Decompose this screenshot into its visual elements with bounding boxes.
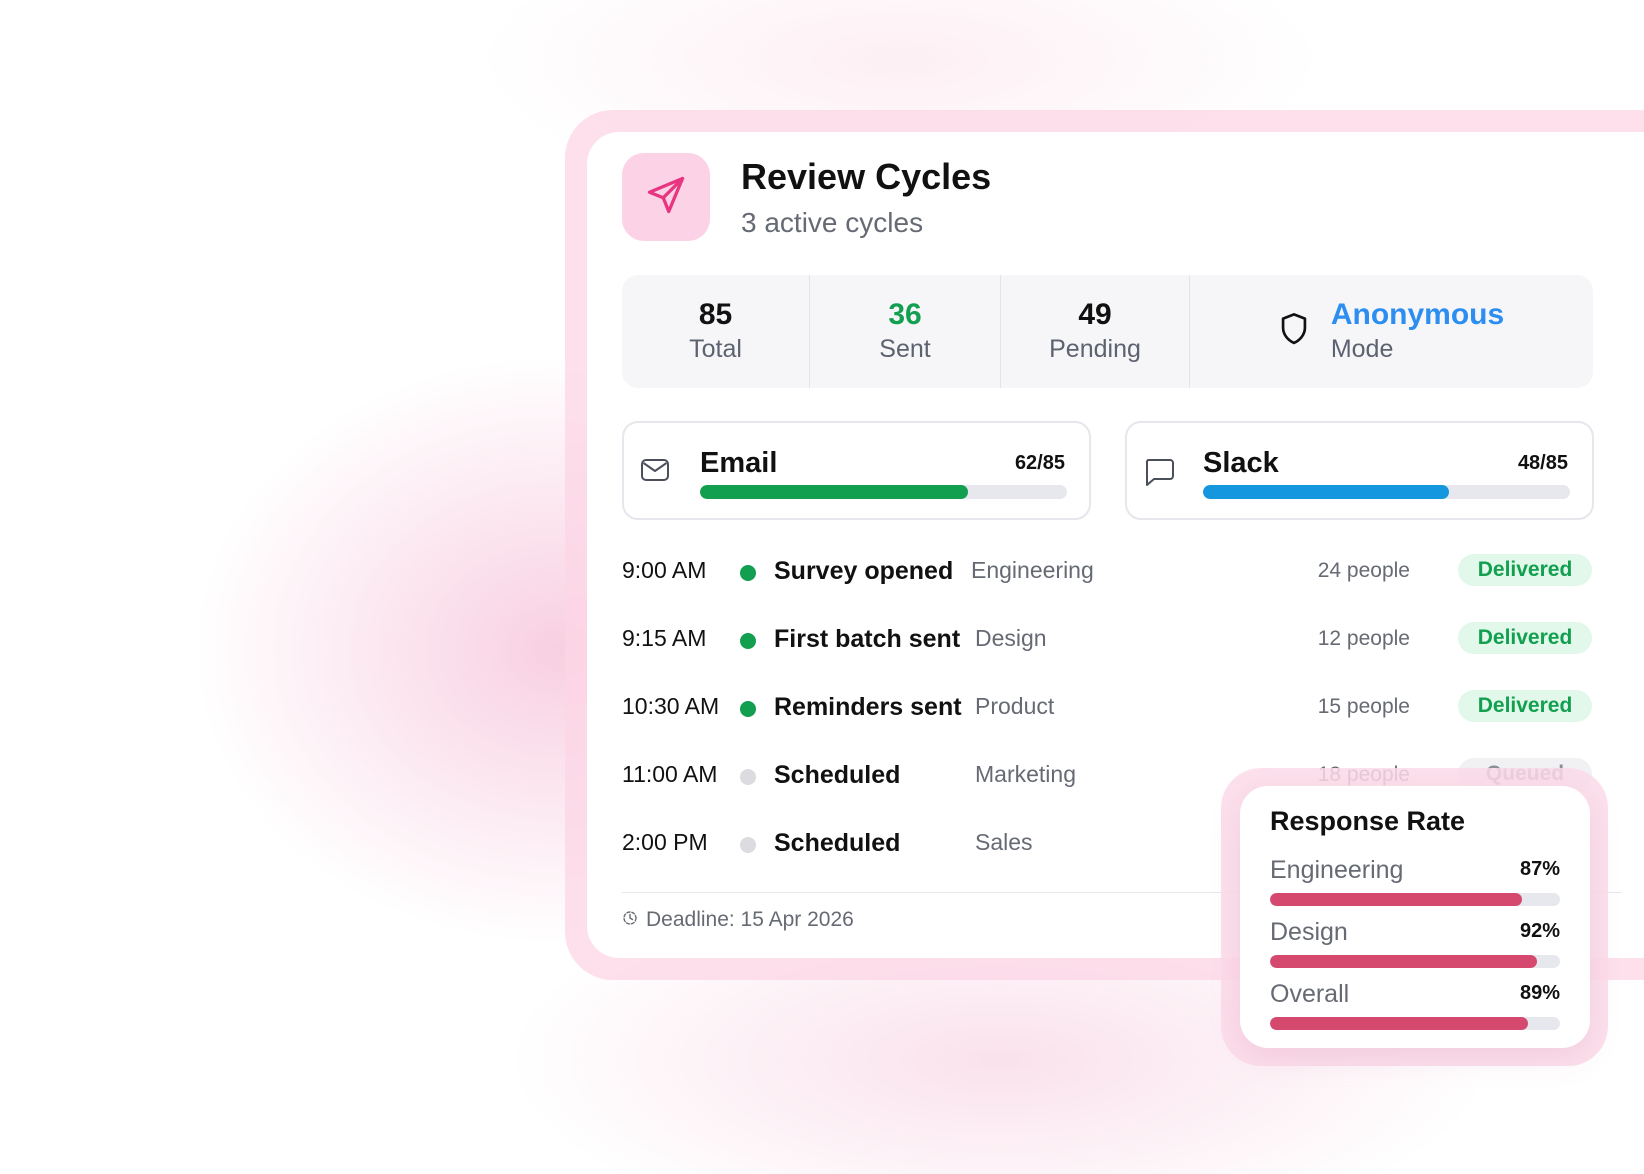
stat-sent-label: Sent — [879, 334, 931, 363]
timeline-event: Scheduled — [774, 761, 901, 789]
stat-mode-value: Anonymous — [1330, 297, 1505, 331]
stat-sent: 36 Sent — [810, 275, 1001, 388]
channel-email-name: Email — [700, 447, 778, 479]
response-rate-pct: 89% — [1519, 982, 1560, 1004]
status-dot — [740, 837, 756, 853]
stat-sent-value: 36 — [888, 297, 922, 331]
deadline: Deadline: 15 Apr 2026 — [622, 908, 854, 932]
timeline-row[interactable]: 9:15 AM First batch sent Design 12 peopl… — [622, 622, 1592, 662]
timeline-row[interactable]: 2:00 PM Scheduled Sales — [622, 826, 1592, 866]
stats-bar: 85 Total 36 Sent 49 Pending Anonymous Mo… — [622, 275, 1593, 388]
timeline-dept: Engineering — [971, 557, 1094, 583]
mail-icon — [640, 457, 670, 488]
status-badge: Delivered — [1458, 690, 1592, 722]
page-title: Review Cycles — [741, 156, 992, 197]
channel-slack-count: 48/85 — [1517, 452, 1568, 474]
timeline-event: Scheduled — [774, 829, 901, 857]
channel-slack[interactable]: Slack 48/85 — [1125, 421, 1594, 520]
stat-pending-label: Pending — [1049, 334, 1141, 363]
timeline-event: First batch sent — [774, 625, 961, 653]
channel-email-progress-fill — [700, 485, 968, 499]
stat-total: 85 Total — [622, 275, 810, 388]
response-rate-label: Design — [1270, 918, 1348, 946]
timeline-people: 15 people — [1317, 695, 1410, 718]
channel-slack-progress-fill — [1203, 485, 1449, 499]
timeline-time: 2:00 PM — [622, 829, 708, 855]
timeline-people: 24 people — [1317, 559, 1410, 582]
stat-mode[interactable]: Anonymous Mode — [1190, 275, 1593, 388]
channel-slack-progress — [1203, 485, 1570, 499]
timeline-event: Reminders sent — [774, 693, 962, 721]
response-rate-label: Engineering — [1270, 856, 1404, 884]
response-rate-card: Response Rate Engineering 87% Design 92%… — [1240, 786, 1590, 1048]
stat-pending: 49 Pending — [1001, 275, 1190, 388]
channel-email-count: 62/85 — [1014, 452, 1065, 474]
timeline-row[interactable]: 9:00 AM Survey opened Engineering 24 peo… — [622, 554, 1592, 594]
stat-total-value: 85 — [698, 297, 733, 331]
response-rate-title: Response Rate — [1270, 806, 1466, 836]
footer-divider — [622, 892, 1622, 893]
response-rate-label: Overall — [1270, 980, 1350, 1008]
header-icon-tile — [622, 153, 710, 241]
channel-slack-name: Slack — [1203, 447, 1279, 479]
chat-bubble-icon — [1143, 457, 1175, 492]
status-dot — [740, 633, 756, 649]
response-rate-bar — [1270, 1017, 1560, 1030]
response-rate-bar — [1270, 955, 1560, 968]
channel-email[interactable]: Email 62/85 — [622, 421, 1091, 520]
timeline-dept: Sales — [975, 829, 1033, 855]
timeline-people: 12 people — [1317, 627, 1410, 650]
response-rate-bar-fill — [1270, 955, 1537, 968]
timeline-dept: Marketing — [975, 761, 1076, 787]
timeline-event: Survey opened — [774, 557, 954, 585]
status-dot — [740, 769, 756, 785]
timeline-time: 9:15 AM — [622, 625, 707, 651]
deadline-text: Deadline: 15 Apr 2026 — [646, 908, 854, 931]
stat-pending-value: 49 — [1078, 297, 1112, 331]
stat-total-label: Total — [689, 334, 742, 363]
shield-icon — [1279, 312, 1309, 351]
status-dot — [740, 701, 756, 717]
clock-icon — [622, 908, 638, 932]
stat-mode-label: Mode — [1330, 334, 1394, 363]
timeline-time: 11:00 AM — [622, 761, 718, 787]
timeline-dept: Design — [975, 625, 1047, 651]
status-badge: Delivered — [1458, 622, 1592, 654]
timeline-time: 9:00 AM — [622, 557, 707, 583]
status-dot — [740, 565, 756, 581]
channel-email-progress — [700, 485, 1067, 499]
response-rate-pct: 87% — [1519, 858, 1560, 880]
paper-plane-icon — [644, 173, 688, 222]
timeline-dept: Product — [975, 693, 1055, 719]
response-rate-bar-fill — [1270, 1017, 1529, 1030]
response-rate-pct: 92% — [1519, 920, 1560, 942]
response-rate-bar — [1270, 893, 1560, 906]
status-badge: Delivered — [1458, 554, 1592, 586]
timeline-time: 10:30 AM — [622, 693, 720, 719]
response-rate-bar-fill — [1270, 893, 1523, 906]
timeline-row[interactable]: 10:30 AM Reminders sent Product 15 peopl… — [622, 690, 1592, 730]
page-subtitle: 3 active cycles — [741, 207, 924, 238]
